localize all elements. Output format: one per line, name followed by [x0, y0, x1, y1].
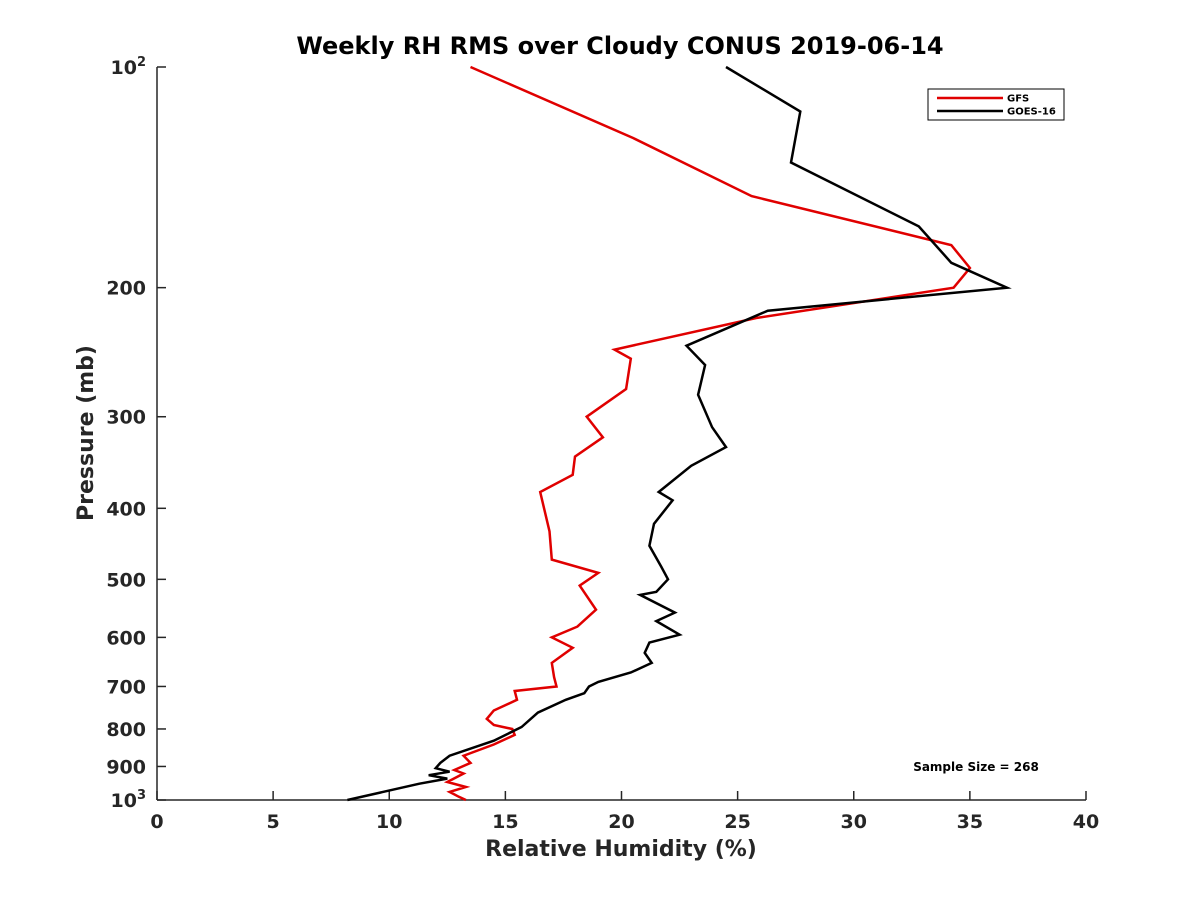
y-tick-label: 500 — [106, 569, 146, 591]
legend-box — [927, 88, 1065, 121]
y-tick-label: 900 — [106, 756, 146, 778]
y-tick-label: 700 — [106, 676, 146, 698]
y-tick-label: 103 — [111, 788, 147, 812]
series-line-goes-16 — [347, 65, 1012, 802]
series-lines — [347, 65, 1012, 802]
legend-label: GOES-16 — [1007, 107, 1056, 118]
y-tick-label: 300 — [106, 407, 146, 429]
y-tick-label: 600 — [106, 627, 146, 649]
x-tick-label: 20 — [608, 811, 634, 833]
x-tick-label: 40 — [1073, 811, 1099, 833]
x-axis-label: Relative Humidity (%) — [485, 837, 757, 862]
y-tick-label: 200 — [106, 278, 146, 300]
x-tick-label: 15 — [492, 811, 518, 833]
ticks: 0 5 10 15 20 25 30 35 40 102 200 300 400 500 600 700 800… — [106, 55, 1099, 833]
x-tick-label: 25 — [724, 811, 750, 833]
chart-title: Weekly RH RMS over Cloudy CONUS 2019-06-… — [296, 32, 943, 60]
sample-size-annotation: Sample Size = 268 — [913, 760, 1039, 774]
y-tick-label: 400 — [106, 498, 146, 520]
x-tick-label: 30 — [841, 811, 867, 833]
axes — [156, 67, 1086, 801]
legend-label: GFS — [1007, 94, 1029, 105]
y-axis-label: Pressure (mb) — [74, 345, 99, 521]
series-line-gfs — [443, 65, 972, 802]
x-tick-label: 10 — [376, 811, 402, 833]
x-tick-label: 35 — [957, 811, 983, 833]
legend: GFS GOES-16 — [927, 88, 1065, 121]
x-tick-label: 5 — [267, 811, 280, 833]
y-tick-label: 800 — [106, 719, 146, 741]
y-tick-label: 102 — [111, 55, 147, 79]
x-tick-label: 0 — [150, 811, 163, 833]
